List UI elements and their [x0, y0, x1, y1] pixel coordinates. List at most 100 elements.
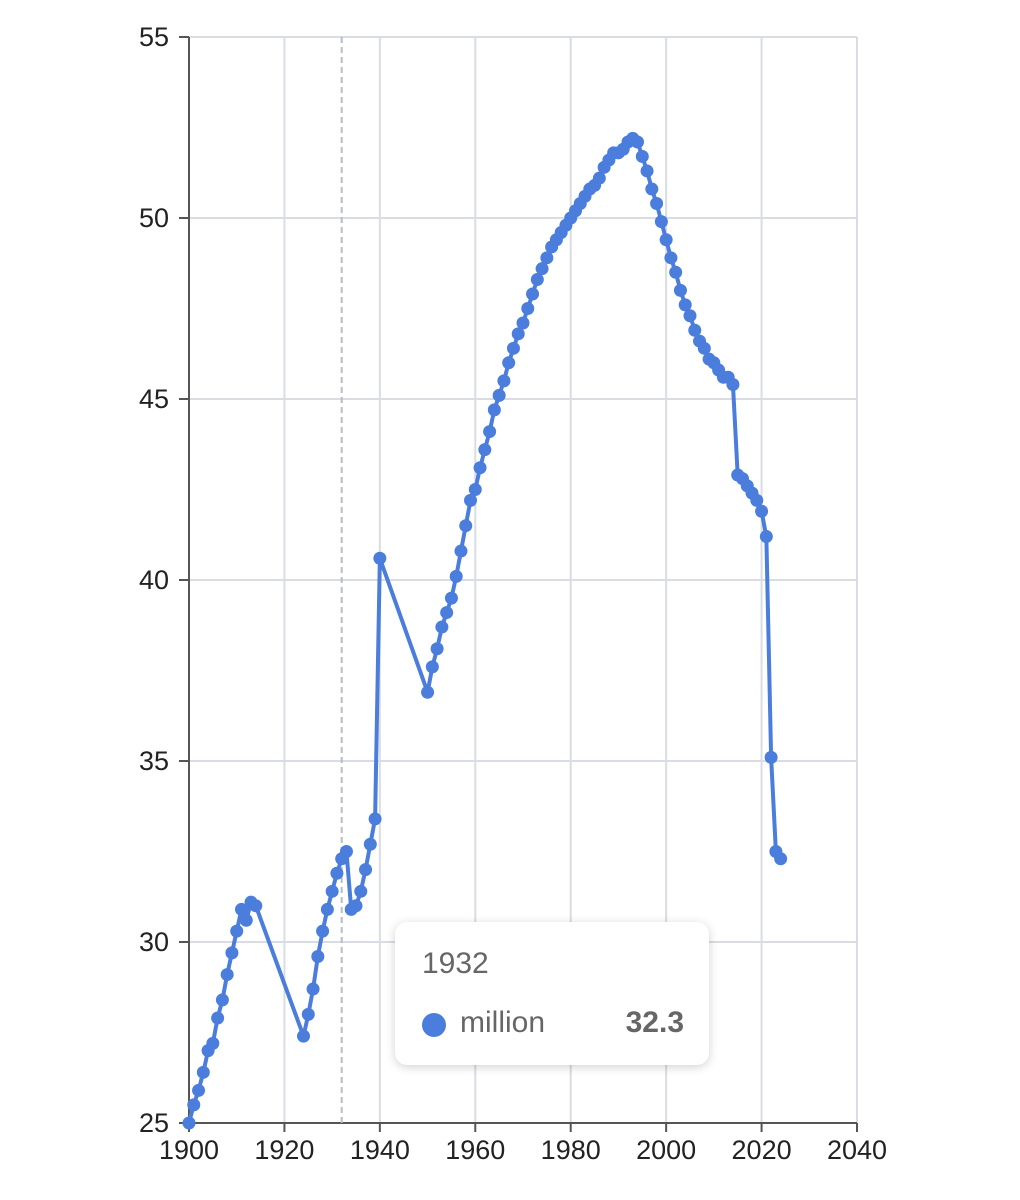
data-point[interactable]: [635, 149, 649, 163]
data-point[interactable]: [425, 660, 439, 674]
data-point[interactable]: [239, 913, 253, 927]
data-point[interactable]: [750, 493, 764, 507]
data-point[interactable]: [673, 283, 687, 297]
data-point[interactable]: [511, 327, 525, 341]
data-point[interactable]: [311, 949, 325, 963]
y-tick-label: 50: [139, 203, 169, 233]
data-point[interactable]: [316, 924, 330, 938]
data-point[interactable]: [654, 215, 668, 229]
x-tick-label: 1940: [350, 1135, 410, 1165]
data-point[interactable]: [640, 164, 654, 178]
data-point[interactable]: [497, 374, 511, 388]
axes: [179, 36, 858, 1132]
x-tick-label: 1920: [254, 1135, 314, 1165]
data-point[interactable]: [650, 197, 664, 211]
y-tick-label: 30: [139, 927, 169, 957]
tooltip-row: million 32.3: [422, 1006, 684, 1042]
x-tick-label: 2020: [732, 1135, 792, 1165]
x-tick-label: 1900: [159, 1135, 219, 1165]
data-point[interactable]: [363, 837, 377, 851]
data-point[interactable]: [368, 812, 382, 826]
data-point[interactable]: [196, 1065, 210, 1079]
data-point[interactable]: [678, 298, 692, 312]
data-point[interactable]: [502, 356, 516, 370]
data-point[interactable]: [354, 884, 368, 898]
data-point[interactable]: [659, 233, 673, 247]
y-tick-label: 55: [139, 22, 169, 52]
data-point[interactable]: [492, 388, 506, 402]
y-tick-label: 35: [139, 746, 169, 776]
data-point[interactable]: [774, 852, 788, 866]
y-axis-tick-labels: 25 30 35 40 45 50 55: [139, 22, 169, 1138]
data-points[interactable]: [182, 131, 788, 1130]
data-point[interactable]: [683, 309, 697, 323]
data-point[interactable]: [526, 287, 540, 301]
x-tick-label: 2000: [636, 1135, 696, 1165]
data-point[interactable]: [320, 902, 334, 916]
series-marker-icon: [422, 1013, 446, 1037]
data-point[interactable]: [373, 551, 387, 565]
data-point[interactable]: [535, 262, 549, 276]
data-point[interactable]: [592, 171, 606, 185]
data-point[interactable]: [487, 403, 501, 417]
y-tick-label: 25: [139, 1108, 169, 1138]
data-point[interactable]: [349, 899, 363, 913]
data-point[interactable]: [249, 899, 263, 913]
tooltip-series-name: million: [460, 1006, 546, 1039]
y-tick-label: 40: [139, 565, 169, 595]
data-point[interactable]: [521, 302, 535, 315]
data-point[interactable]: [473, 461, 487, 475]
data-point[interactable]: [669, 265, 683, 279]
data-point[interactable]: [726, 378, 740, 392]
data-point[interactable]: [688, 323, 702, 337]
data-point[interactable]: [421, 685, 435, 699]
x-tick-label: 2040: [827, 1135, 887, 1165]
data-point[interactable]: [468, 483, 482, 496]
data-point[interactable]: [764, 750, 778, 764]
tooltip-title: 1932: [422, 947, 489, 980]
data-point[interactable]: [359, 863, 373, 877]
data-point[interactable]: [306, 982, 320, 996]
data-point[interactable]: [697, 341, 711, 355]
data-point[interactable]: [182, 1116, 196, 1130]
data-point[interactable]: [759, 530, 773, 544]
data-point[interactable]: [516, 316, 530, 330]
data-point[interactable]: [435, 620, 449, 634]
data-point[interactable]: [645, 182, 659, 196]
tooltip: 1932 million 32.3: [395, 922, 709, 1065]
data-point[interactable]: [325, 884, 339, 898]
data-point[interactable]: [530, 273, 544, 287]
data-point[interactable]: [755, 504, 769, 518]
data-point[interactable]: [459, 519, 473, 533]
data-point[interactable]: [440, 606, 454, 620]
x-axis-tick-labels: 1900 1920 1940 1960 1980 2000 2020 2040: [159, 1135, 887, 1165]
data-point[interactable]: [211, 1011, 225, 1025]
data-point[interactable]: [206, 1036, 220, 1050]
data-point[interactable]: [454, 544, 468, 558]
data-point[interactable]: [225, 946, 239, 960]
data-point[interactable]: [449, 569, 463, 583]
data-point[interactable]: [464, 493, 478, 507]
data-point[interactable]: [192, 1083, 206, 1097]
data-point[interactable]: [230, 924, 244, 938]
data-point[interactable]: [187, 1098, 201, 1112]
data-point[interactable]: [483, 425, 497, 439]
grid-lines: [189, 36, 858, 1123]
data-point[interactable]: [330, 866, 344, 880]
data-point[interactable]: [540, 251, 554, 265]
data-point[interactable]: [339, 845, 353, 858]
data-point[interactable]: [506, 341, 520, 355]
data-point[interactable]: [478, 443, 492, 457]
data-point[interactable]: [215, 993, 229, 1007]
y-tick-label: 45: [139, 384, 169, 414]
data-point[interactable]: [234, 902, 248, 916]
data-point[interactable]: [430, 642, 444, 656]
data-point[interactable]: [631, 135, 645, 149]
data-point[interactable]: [664, 251, 678, 265]
data-point[interactable]: [444, 591, 458, 605]
data-point[interactable]: [220, 968, 234, 982]
data-point[interactable]: [297, 1029, 311, 1043]
data-point[interactable]: [301, 1007, 315, 1021]
tooltip-value: 32.3: [625, 1006, 684, 1039]
